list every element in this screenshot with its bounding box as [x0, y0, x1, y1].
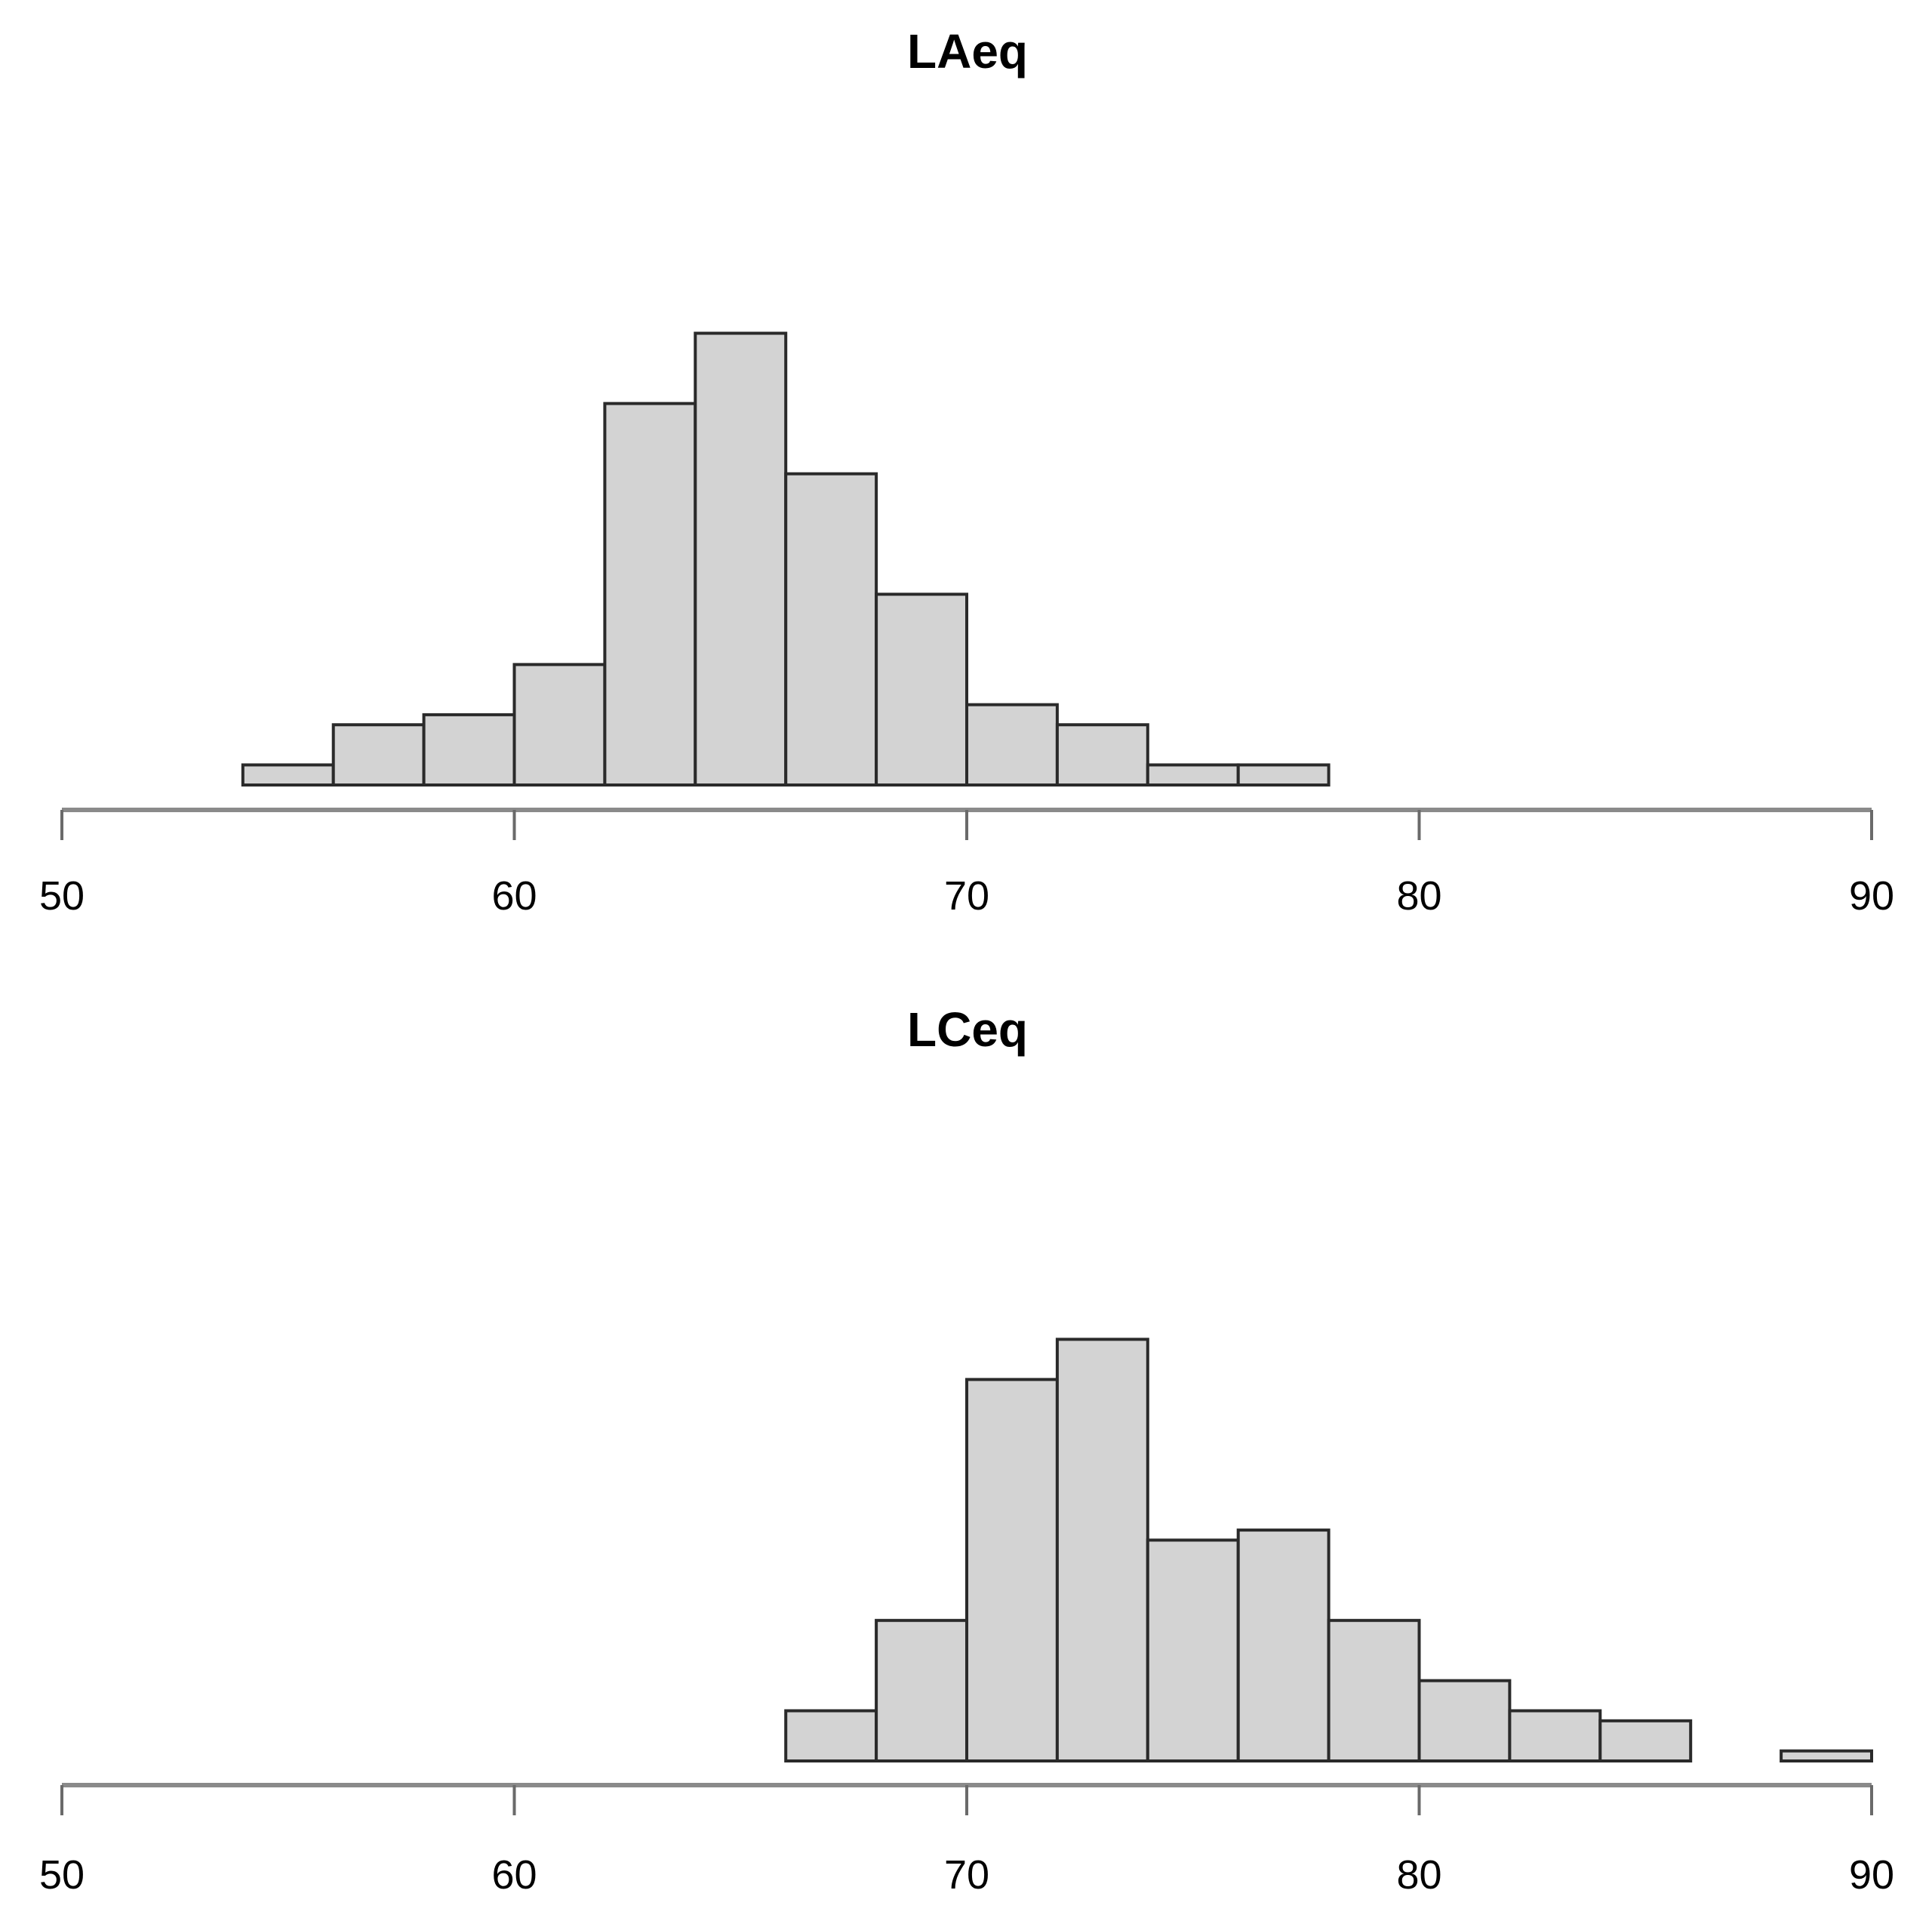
laeq-x-axis-ticks: 50 60 70 80 90: [39, 810, 1894, 919]
laeq-bars: [241, 331, 1331, 787]
laeq-bar-9: [1055, 723, 1149, 787]
laeq-bar-2: [422, 713, 516, 787]
lceq-bar-1: [875, 1618, 968, 1763]
lceq-bars: [784, 1338, 1874, 1763]
laeq-bar-1: [331, 723, 426, 787]
laeq-bar-0: [241, 763, 335, 787]
laeq-bar-7: [875, 593, 968, 787]
laeq-tick-label-50: 50: [39, 873, 85, 919]
laeq-tick-label-90: 90: [1849, 873, 1894, 919]
laeq-bar-10: [1146, 763, 1240, 787]
lceq-chart-title: LCeq: [907, 1002, 1028, 1057]
lceq-tick-label-90: 90: [1849, 1852, 1894, 1898]
lceq-bar-11: [1780, 1749, 1874, 1762]
lceq-bar-0: [784, 1709, 878, 1762]
laeq-bar-3: [512, 663, 607, 787]
lceq-bar-2: [965, 1378, 1059, 1762]
lceq-bar-9: [1598, 1719, 1693, 1763]
laeq-tick-label-70: 70: [944, 873, 989, 919]
laeq-bar-6: [784, 472, 878, 787]
lceq-bar-8: [1508, 1709, 1602, 1762]
laeq-bar-5: [694, 331, 788, 787]
lceq-tick-label-70: 70: [944, 1852, 989, 1898]
lceq-bar-6: [1327, 1618, 1421, 1763]
lceq-bar-7: [1417, 1679, 1512, 1763]
lceq-bar-3: [1055, 1338, 1149, 1762]
lceq-bar-4: [1146, 1538, 1240, 1763]
lceq-tick-label-50: 50: [39, 1852, 85, 1898]
laeq-bar-4: [603, 402, 697, 787]
laeq-histogram-panel: LAeq 50 60 70 80 90: [39, 24, 1894, 919]
lceq-bar-5: [1236, 1528, 1331, 1762]
lceq-tick-label-60: 60: [491, 1852, 537, 1898]
lceq-x-axis-ticks: 50 60 70 80 90: [39, 1785, 1894, 1898]
laeq-bar-11: [1236, 763, 1331, 787]
lceq-tick-label-80: 80: [1396, 1852, 1441, 1898]
laeq-chart-title: LAeq: [907, 24, 1028, 78]
laeq-tick-label-80: 80: [1396, 873, 1441, 919]
laeq-bar-8: [965, 703, 1059, 787]
laeq-tick-label-60: 60: [491, 873, 537, 919]
lceq-histogram-panel: LCeq 50 60 70 80 90: [39, 1002, 1894, 1898]
